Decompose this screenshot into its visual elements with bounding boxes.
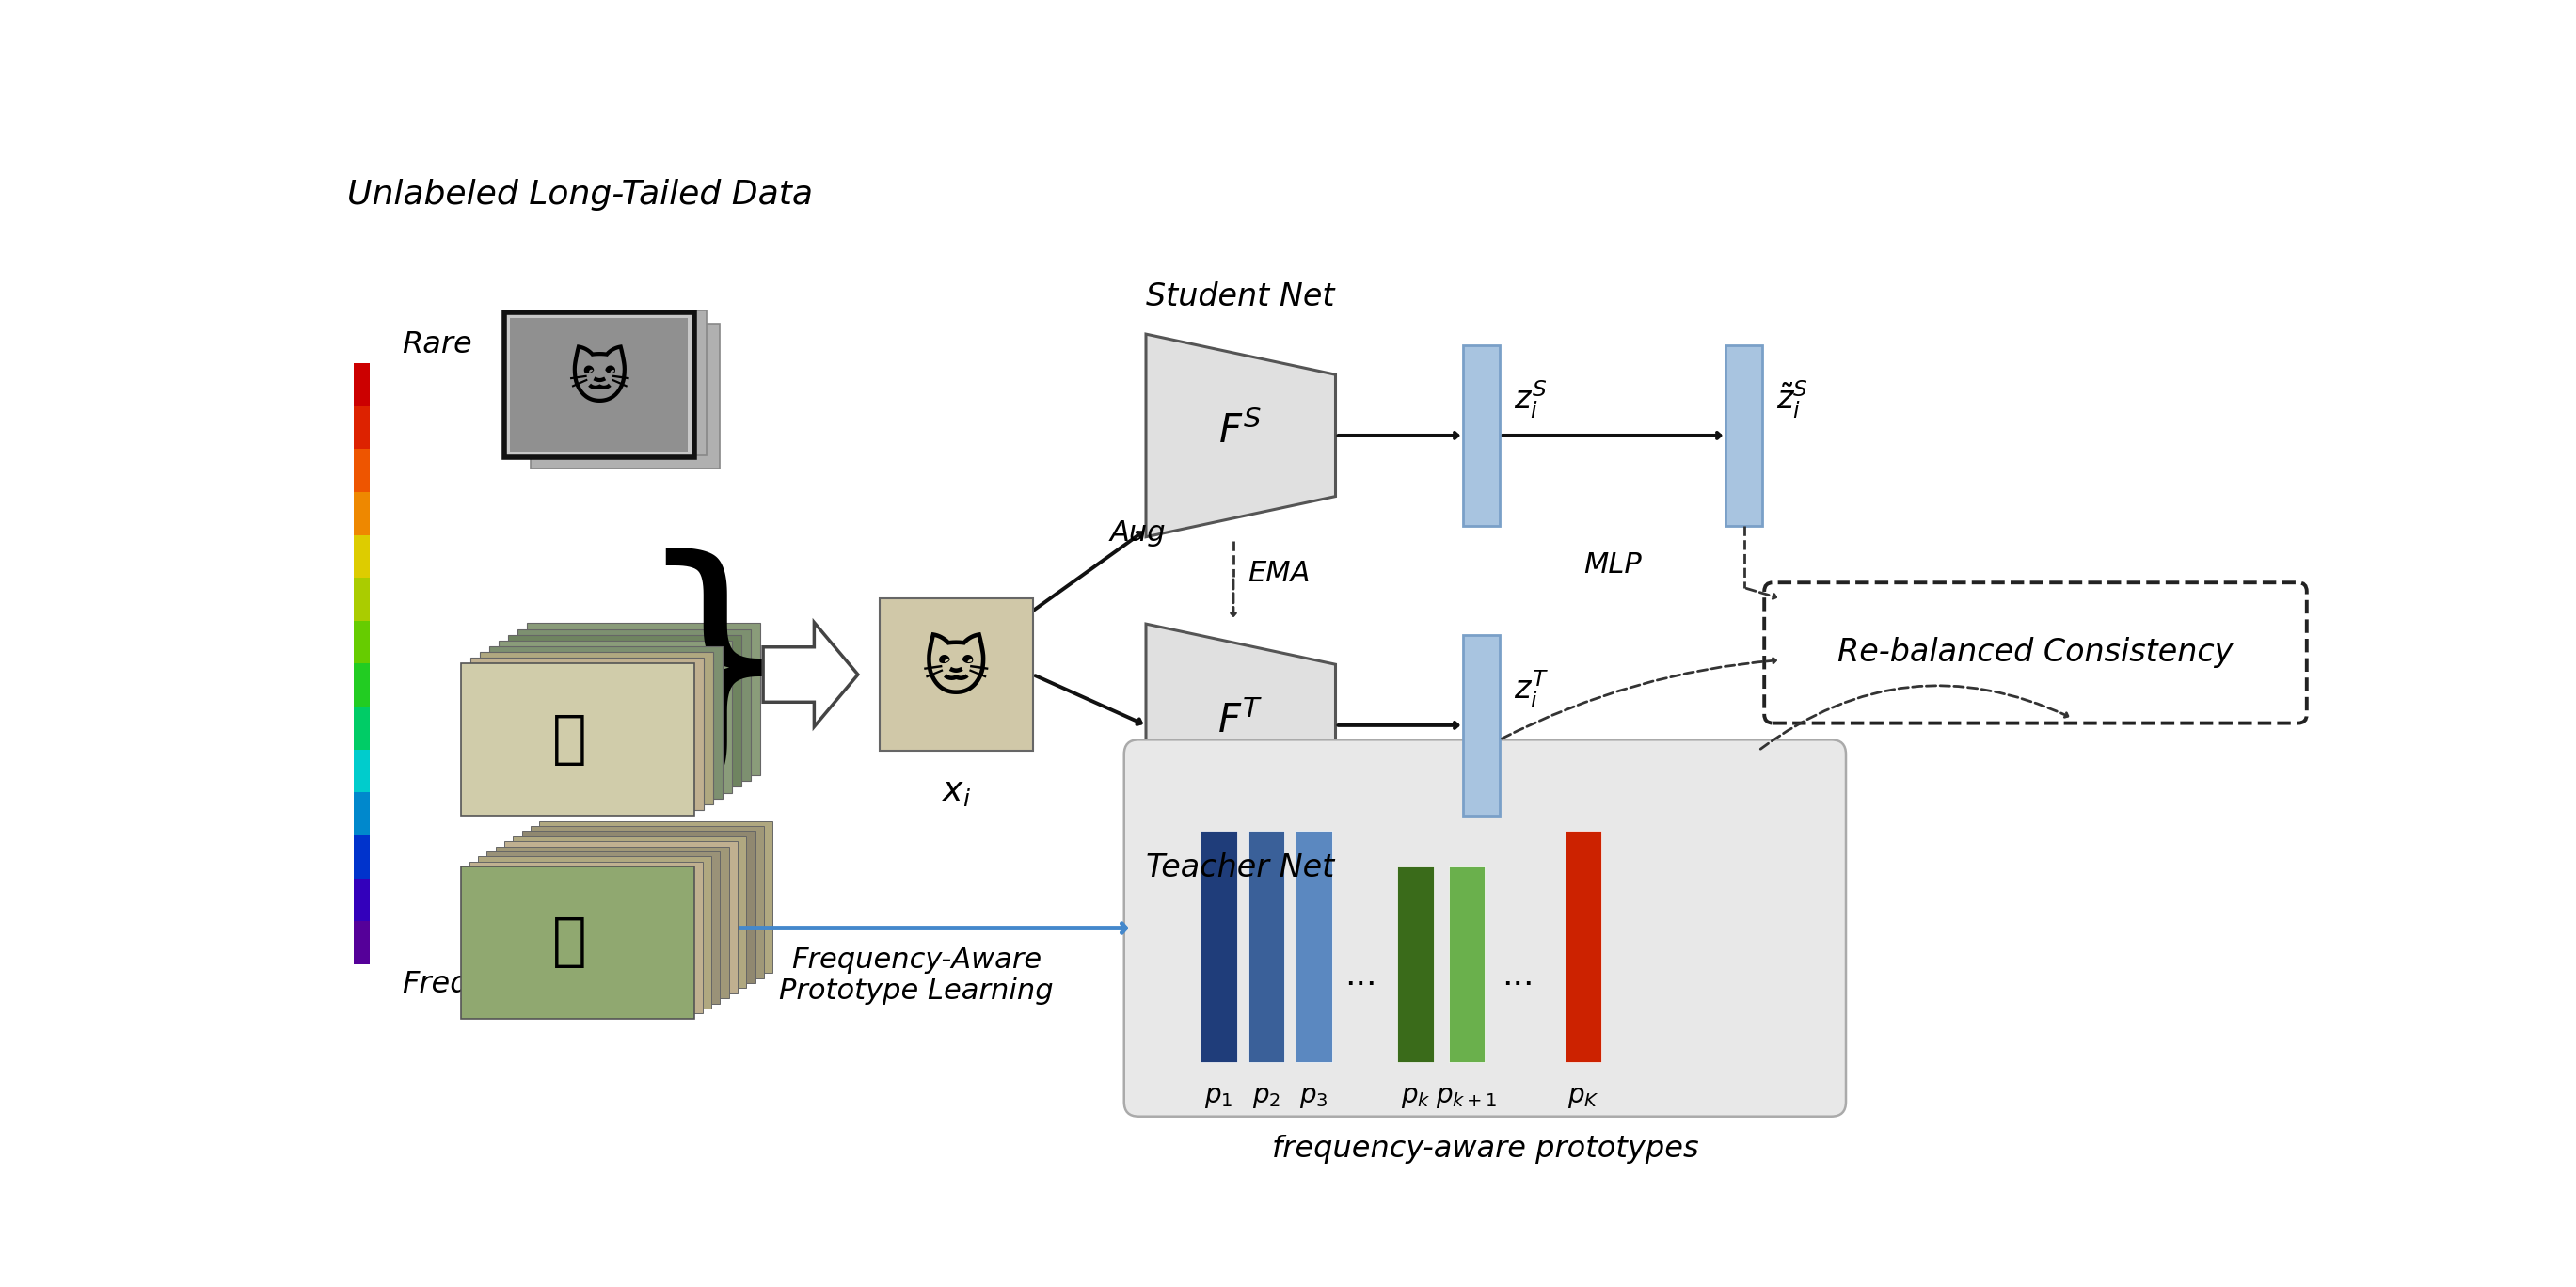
Bar bbox=[518, 629, 750, 781]
Bar bbox=[531, 324, 721, 468]
Text: $p_{k+1}$: $p_{k+1}$ bbox=[1435, 1084, 1497, 1111]
Bar bbox=[1566, 830, 1602, 1062]
Bar bbox=[489, 646, 721, 798]
Bar bbox=[505, 842, 737, 994]
Text: Rare: Rare bbox=[402, 331, 471, 359]
Bar bbox=[353, 405, 371, 449]
Bar bbox=[881, 598, 1033, 750]
Bar bbox=[1399, 866, 1435, 1062]
FancyBboxPatch shape bbox=[1123, 740, 1847, 1116]
Text: ...: ... bbox=[544, 618, 590, 659]
Bar bbox=[469, 658, 703, 810]
Text: 🐦: 🐦 bbox=[554, 712, 587, 767]
Bar bbox=[507, 634, 742, 786]
Text: $F^T$: $F^T$ bbox=[1218, 701, 1265, 741]
Bar bbox=[510, 318, 688, 452]
Bar bbox=[1463, 345, 1499, 526]
Bar bbox=[513, 837, 747, 988]
Polygon shape bbox=[762, 623, 858, 727]
Bar bbox=[353, 578, 371, 620]
Bar bbox=[353, 879, 371, 921]
Bar bbox=[353, 449, 371, 492]
Text: 🐱: 🐱 bbox=[922, 640, 989, 703]
Bar bbox=[538, 821, 773, 973]
Bar bbox=[497, 641, 732, 793]
Text: $p_1$: $p_1$ bbox=[1206, 1084, 1234, 1111]
Text: $p_k$: $p_k$ bbox=[1401, 1084, 1430, 1111]
Bar bbox=[1726, 345, 1762, 526]
Bar bbox=[469, 861, 703, 1014]
Bar bbox=[1448, 866, 1484, 1062]
Bar bbox=[479, 653, 714, 804]
Text: Frequent: Frequent bbox=[402, 970, 538, 999]
Text: }: } bbox=[634, 547, 799, 802]
Bar bbox=[353, 535, 371, 578]
Text: $p_2$: $p_2$ bbox=[1252, 1084, 1280, 1111]
Bar bbox=[353, 707, 371, 749]
Bar bbox=[1463, 634, 1499, 816]
Bar bbox=[353, 664, 371, 707]
Bar bbox=[523, 831, 755, 983]
Bar bbox=[353, 620, 371, 664]
Bar bbox=[353, 921, 371, 964]
Text: Teacher Net: Teacher Net bbox=[1146, 852, 1334, 883]
Bar bbox=[528, 623, 760, 775]
Bar bbox=[1247, 830, 1285, 1062]
Text: $z_i^S$: $z_i^S$ bbox=[1515, 378, 1548, 420]
Bar bbox=[531, 826, 765, 978]
Text: Frequency-Aware
Prototype Learning: Frequency-Aware Prototype Learning bbox=[778, 946, 1054, 1005]
Bar bbox=[495, 847, 729, 999]
Bar bbox=[479, 856, 711, 1009]
Bar bbox=[461, 866, 693, 1018]
Polygon shape bbox=[1146, 624, 1334, 826]
Bar bbox=[487, 851, 721, 1004]
Bar bbox=[1200, 830, 1236, 1062]
FancyBboxPatch shape bbox=[1765, 583, 2306, 723]
Text: EMA: EMA bbox=[1247, 560, 1311, 587]
Text: $\tilde{z}_i^S$: $\tilde{z}_i^S$ bbox=[1777, 378, 1808, 420]
Text: $x_i$: $x_i$ bbox=[943, 776, 971, 808]
Bar bbox=[461, 664, 693, 816]
Text: Student Net: Student Net bbox=[1146, 282, 1334, 313]
Text: $p_3$: $p_3$ bbox=[1298, 1084, 1329, 1111]
Bar bbox=[353, 492, 371, 535]
Text: $F^S$: $F^S$ bbox=[1218, 412, 1262, 452]
Text: frequency-aware prototypes: frequency-aware prototypes bbox=[1273, 1135, 1698, 1163]
Text: Unlabeled Long-Tailed Data: Unlabeled Long-Tailed Data bbox=[348, 179, 814, 210]
Polygon shape bbox=[1146, 335, 1334, 537]
Text: $z_i^T$: $z_i^T$ bbox=[1515, 668, 1548, 710]
Text: Aug: Aug bbox=[1110, 520, 1164, 547]
Text: ...: ... bbox=[1502, 959, 1535, 991]
Text: 🐕: 🐕 bbox=[554, 915, 587, 970]
Text: MLP: MLP bbox=[1584, 551, 1641, 579]
Text: ...: ... bbox=[1345, 959, 1378, 991]
Bar bbox=[353, 835, 371, 879]
Bar bbox=[353, 749, 371, 793]
Bar bbox=[353, 363, 371, 405]
Bar bbox=[353, 793, 371, 835]
Text: $p_K$: $p_K$ bbox=[1569, 1084, 1600, 1111]
Bar bbox=[518, 311, 706, 456]
Bar bbox=[505, 313, 693, 457]
Text: Re-balanced Consistency: Re-balanced Consistency bbox=[1837, 637, 2233, 668]
Bar bbox=[1296, 830, 1332, 1062]
Text: 🐱: 🐱 bbox=[567, 353, 631, 411]
